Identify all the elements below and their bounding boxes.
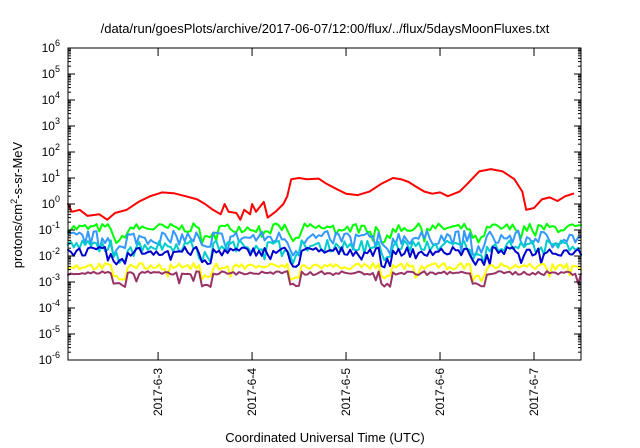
- y-axis: 10-610-510-410-310-210-11001011021031041…: [39, 38, 581, 367]
- series-layer: [67, 168, 582, 288]
- y-tick-label: 106: [42, 38, 60, 55]
- x-tick-label: 2017-6-3: [151, 368, 165, 416]
- y-tick-label-base: 10: [42, 145, 56, 159]
- y-tick-label: 103: [42, 116, 60, 133]
- y-axis-label: protons/cm2-s-sr-MeV: [9, 141, 25, 268]
- y-tick-label: 101: [42, 168, 60, 185]
- x-tick-label: 2017-6-5: [339, 368, 353, 416]
- y-tick-label: 10-4: [39, 298, 60, 315]
- y-tick-label: 10-5: [39, 324, 60, 341]
- y-axis-label-base: protons/cm: [10, 204, 25, 268]
- series-line-3: [67, 229, 582, 257]
- y-tick-label-exponent: 3: [55, 116, 60, 126]
- series-line-1: [67, 168, 575, 221]
- y-tick-label-exponent: -5: [52, 324, 60, 334]
- y-tick-label: 10-3: [39, 272, 60, 289]
- y-tick-label-base: 10: [39, 249, 53, 263]
- y-tick-label-exponent: -2: [52, 246, 60, 256]
- y-tick-label: 10-6: [39, 350, 60, 367]
- y-tick-label-exponent: -6: [52, 350, 60, 360]
- y-tick-label-exponent: 6: [55, 38, 60, 48]
- series-line-4: [67, 239, 582, 265]
- y-tick-label-base: 10: [39, 353, 53, 367]
- x-axis: 2017-6-3 2017-6-4 2017-6-5 2017-6-6 2017-6-7: [151, 48, 541, 416]
- series-line-7: [67, 270, 582, 288]
- y-tick-label-exponent: -1: [52, 220, 60, 230]
- y-tick-label-exponent: 2: [55, 142, 60, 152]
- y-tick-label-base: 10: [42, 93, 56, 107]
- y-axis-label-sup: 2: [9, 199, 19, 204]
- y-tick-label-base: 10: [42, 171, 56, 185]
- y-tick-label-exponent: -4: [52, 298, 60, 308]
- y-tick-label-base: 10: [39, 275, 53, 289]
- series-line-2: [67, 222, 582, 245]
- y-tick-label: 104: [42, 90, 60, 107]
- y-tick-label: 100: [42, 194, 60, 211]
- y-tick-label: 10-1: [39, 220, 60, 237]
- y-tick-label-base: 10: [39, 327, 53, 341]
- y-axis-label-rest: -s-sr-MeV: [10, 141, 25, 198]
- plot-frame: [67, 47, 582, 361]
- y-tick-label: 10-2: [39, 246, 60, 263]
- y-tick-label-base: 10: [42, 197, 56, 211]
- y-tick-label-base: 10: [39, 301, 53, 315]
- series-line-5: [67, 246, 582, 269]
- x-axis-label: Coordinated Universal Time (UTC): [225, 430, 424, 445]
- x-tick-label: 2017-6-4: [245, 368, 259, 416]
- y-tick-label-base: 10: [42, 119, 56, 133]
- x-tick-label: 2017-6-6: [433, 368, 447, 416]
- y-tick-label-base: 10: [42, 67, 56, 81]
- series-line-6: [67, 262, 582, 283]
- x-tick-label: 2017-6-7: [527, 368, 541, 416]
- y-tick-label: 102: [42, 142, 60, 159]
- y-tick-label: 105: [42, 64, 60, 81]
- y-tick-label-exponent: 4: [55, 90, 60, 100]
- y-tick-label-exponent: 1: [55, 168, 60, 178]
- y-tick-label-base: 10: [39, 223, 53, 237]
- y-tick-label-base: 10: [42, 41, 56, 55]
- y-tick-label-exponent: 5: [55, 64, 60, 74]
- y-tick-label-exponent: 0: [55, 194, 60, 204]
- chart-title: /data/run/goesPlots/archive/2017-06-07/1…: [101, 21, 550, 36]
- y-tick-label-exponent: -3: [52, 272, 60, 282]
